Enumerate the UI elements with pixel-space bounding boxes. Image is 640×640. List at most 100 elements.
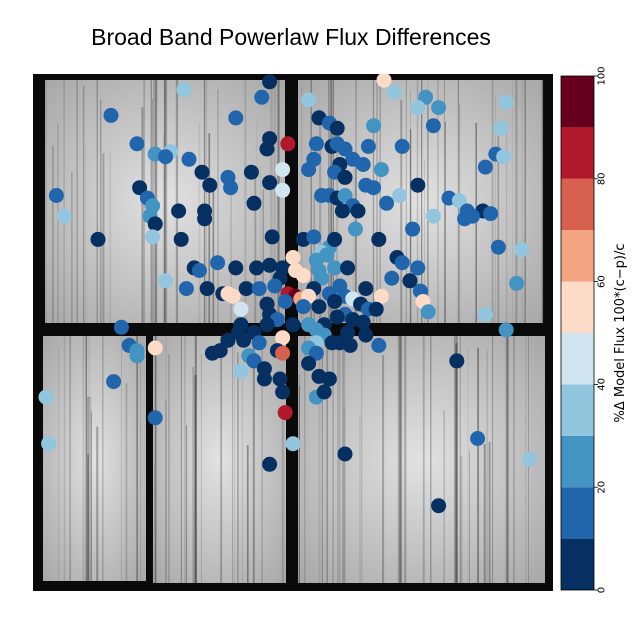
data-point: [147, 410, 163, 426]
detector-streak: [427, 90, 429, 323]
data-point: [246, 353, 262, 369]
detector-streak: [437, 80, 439, 323]
detector-streak: [141, 107, 144, 323]
data-point: [334, 203, 350, 219]
detector-streak: [427, 80, 429, 323]
data-point: [275, 162, 291, 178]
detector-streak: [310, 80, 312, 323]
detector-streak: [274, 80, 276, 323]
data-point: [355, 314, 371, 330]
data-point: [425, 118, 441, 134]
data-point: [483, 206, 499, 222]
data-point: [347, 221, 363, 237]
data-point: [308, 136, 324, 152]
data-point: [306, 229, 322, 245]
detector-streak: [298, 374, 300, 583]
detector-streak: [359, 414, 361, 583]
detector-streak: [261, 336, 263, 583]
data-point: [477, 159, 493, 175]
detector-streak: [85, 336, 87, 581]
colorbar-band: [561, 333, 594, 385]
detector-streak: [125, 383, 128, 581]
detector-streak: [444, 121, 446, 323]
detector-streak: [405, 80, 407, 323]
data-point: [262, 456, 278, 472]
detector-streak: [82, 86, 85, 323]
data-point: [256, 361, 272, 377]
data-point: [181, 151, 197, 167]
data-point: [496, 149, 512, 165]
detector-streak: [85, 145, 87, 323]
detector-streak: [382, 355, 385, 583]
data-point: [350, 203, 366, 219]
detector-streak: [270, 80, 273, 323]
detector-streak: [310, 80, 312, 323]
detector-streak: [232, 336, 233, 583]
data-point: [173, 231, 189, 247]
detector-streak: [301, 86, 303, 324]
detector-streak: [262, 189, 264, 323]
data-point: [275, 182, 291, 198]
data-point: [233, 301, 249, 317]
data-point: [327, 294, 343, 309]
chip-bottom-right: [298, 336, 545, 583]
colorbar-band: [561, 538, 594, 590]
data-point: [431, 498, 447, 514]
colorbar-tick-label: 60: [597, 275, 608, 288]
data-point: [464, 208, 480, 224]
colorbar-ticks: 0 20 40 60 80 100: [594, 66, 608, 593]
detector-streak: [339, 348, 341, 583]
data-point: [259, 141, 275, 157]
data-point: [358, 281, 374, 297]
data-point: [327, 231, 343, 247]
data-point: [366, 118, 382, 134]
data-point: [256, 371, 272, 387]
data-point: [477, 306, 493, 322]
data-point: [371, 337, 387, 353]
detector-streak: [515, 80, 518, 323]
data-point: [249, 260, 265, 276]
detector-streak: [260, 165, 262, 323]
data-point: [301, 92, 317, 108]
data-point: [275, 384, 291, 400]
chip-bottom-left: [43, 336, 146, 581]
detector-streak: [372, 80, 375, 323]
data-point: [132, 180, 148, 196]
data-point: [329, 309, 345, 325]
data-point: [405, 221, 421, 237]
data-point: [373, 162, 389, 178]
detector-streak: [488, 441, 491, 583]
data-point: [145, 229, 161, 245]
data-point: [147, 216, 163, 232]
data-point: [197, 211, 213, 227]
detector-streak: [400, 336, 403, 583]
detector-streak: [512, 80, 513, 323]
data-point: [113, 319, 129, 335]
detector-streak: [86, 336, 88, 581]
detector-streak: [318, 336, 321, 583]
data-point: [48, 188, 64, 203]
detector-streak: [319, 109, 322, 323]
data-point: [254, 89, 270, 105]
detector-streak: [180, 336, 182, 583]
detector-streak: [52, 145, 54, 323]
data-point: [301, 356, 317, 371]
data-point: [233, 363, 249, 379]
detector-streak: [241, 376, 244, 583]
data-point: [368, 301, 384, 317]
detector-streak: [256, 116, 258, 324]
detector-streak: [140, 353, 141, 581]
detector-streak: [298, 385, 300, 583]
colorbar-label: %Δ Model Flux 100*(c−p)/c: [613, 244, 628, 423]
detector-streak: [505, 336, 508, 583]
data-point: [311, 299, 327, 315]
colorbar-tick-label: 20: [597, 481, 608, 494]
data-point: [329, 120, 345, 136]
data-point: [337, 141, 353, 157]
data-point: [129, 348, 145, 364]
detector-streak: [88, 336, 91, 581]
colorbar-band: [561, 178, 594, 231]
colorbar-bands: [561, 76, 594, 590]
detector-streak: [410, 90, 411, 323]
detector-streak: [360, 336, 363, 583]
